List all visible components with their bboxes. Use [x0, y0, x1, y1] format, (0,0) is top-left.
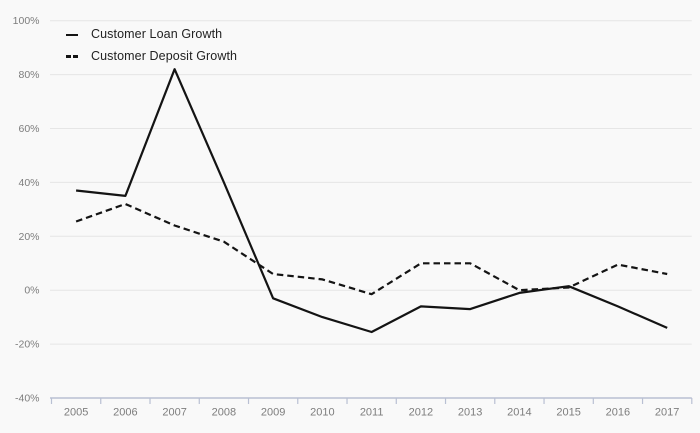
dashed-line-icon — [66, 55, 79, 58]
legend-item-deposit-growth: Customer Deposit Growth — [66, 48, 237, 65]
x-axis-tick-label: 2005 — [64, 407, 88, 419]
y-axis-tick-label: 0% — [24, 285, 39, 297]
x-axis-tick-label: 2014 — [507, 407, 531, 419]
customer-loan-growth-line — [75, 68, 668, 334]
x-axis-tick-label: 2009 — [261, 407, 285, 419]
y-axis-tick-label: 40% — [18, 177, 39, 189]
y-axis-tick-label: -20% — [15, 339, 40, 351]
y-axis-tick-label: 20% — [18, 231, 39, 243]
y-axis-tick-label: 100% — [13, 15, 40, 27]
x-axis-tick-label: 2010 — [310, 407, 334, 419]
y-axis-tick-label: 80% — [18, 69, 39, 81]
legend: Customer Loan Growth Customer Deposit Gr… — [66, 26, 237, 65]
solid-line-icon — [66, 33, 79, 36]
x-axis-tick-label: 2006 — [113, 407, 137, 419]
x-axis-tick-label: 2008 — [212, 407, 236, 419]
legend-item-loan-growth: Customer Loan Growth — [66, 26, 237, 43]
legend-label: Customer Deposit Growth — [91, 49, 238, 63]
x-axis-tick-label: 2017 — [655, 407, 679, 419]
y-axis-tick-label: -40% — [15, 393, 40, 405]
x-axis-tick-label: 2013 — [458, 407, 482, 419]
x-axis-tick-label: 2012 — [409, 407, 433, 419]
x-axis-tick-label: 2007 — [162, 407, 186, 419]
x-axis-tick-label: 2015 — [556, 407, 580, 419]
x-axis-tick-label: 2016 — [606, 407, 630, 419]
x-axis-tick-label: 2011 — [360, 407, 384, 419]
legend-label: Customer Loan Growth — [91, 27, 223, 41]
y-axis-tick-label: 60% — [18, 123, 39, 135]
customer-deposit-growth-line — [75, 202, 668, 296]
